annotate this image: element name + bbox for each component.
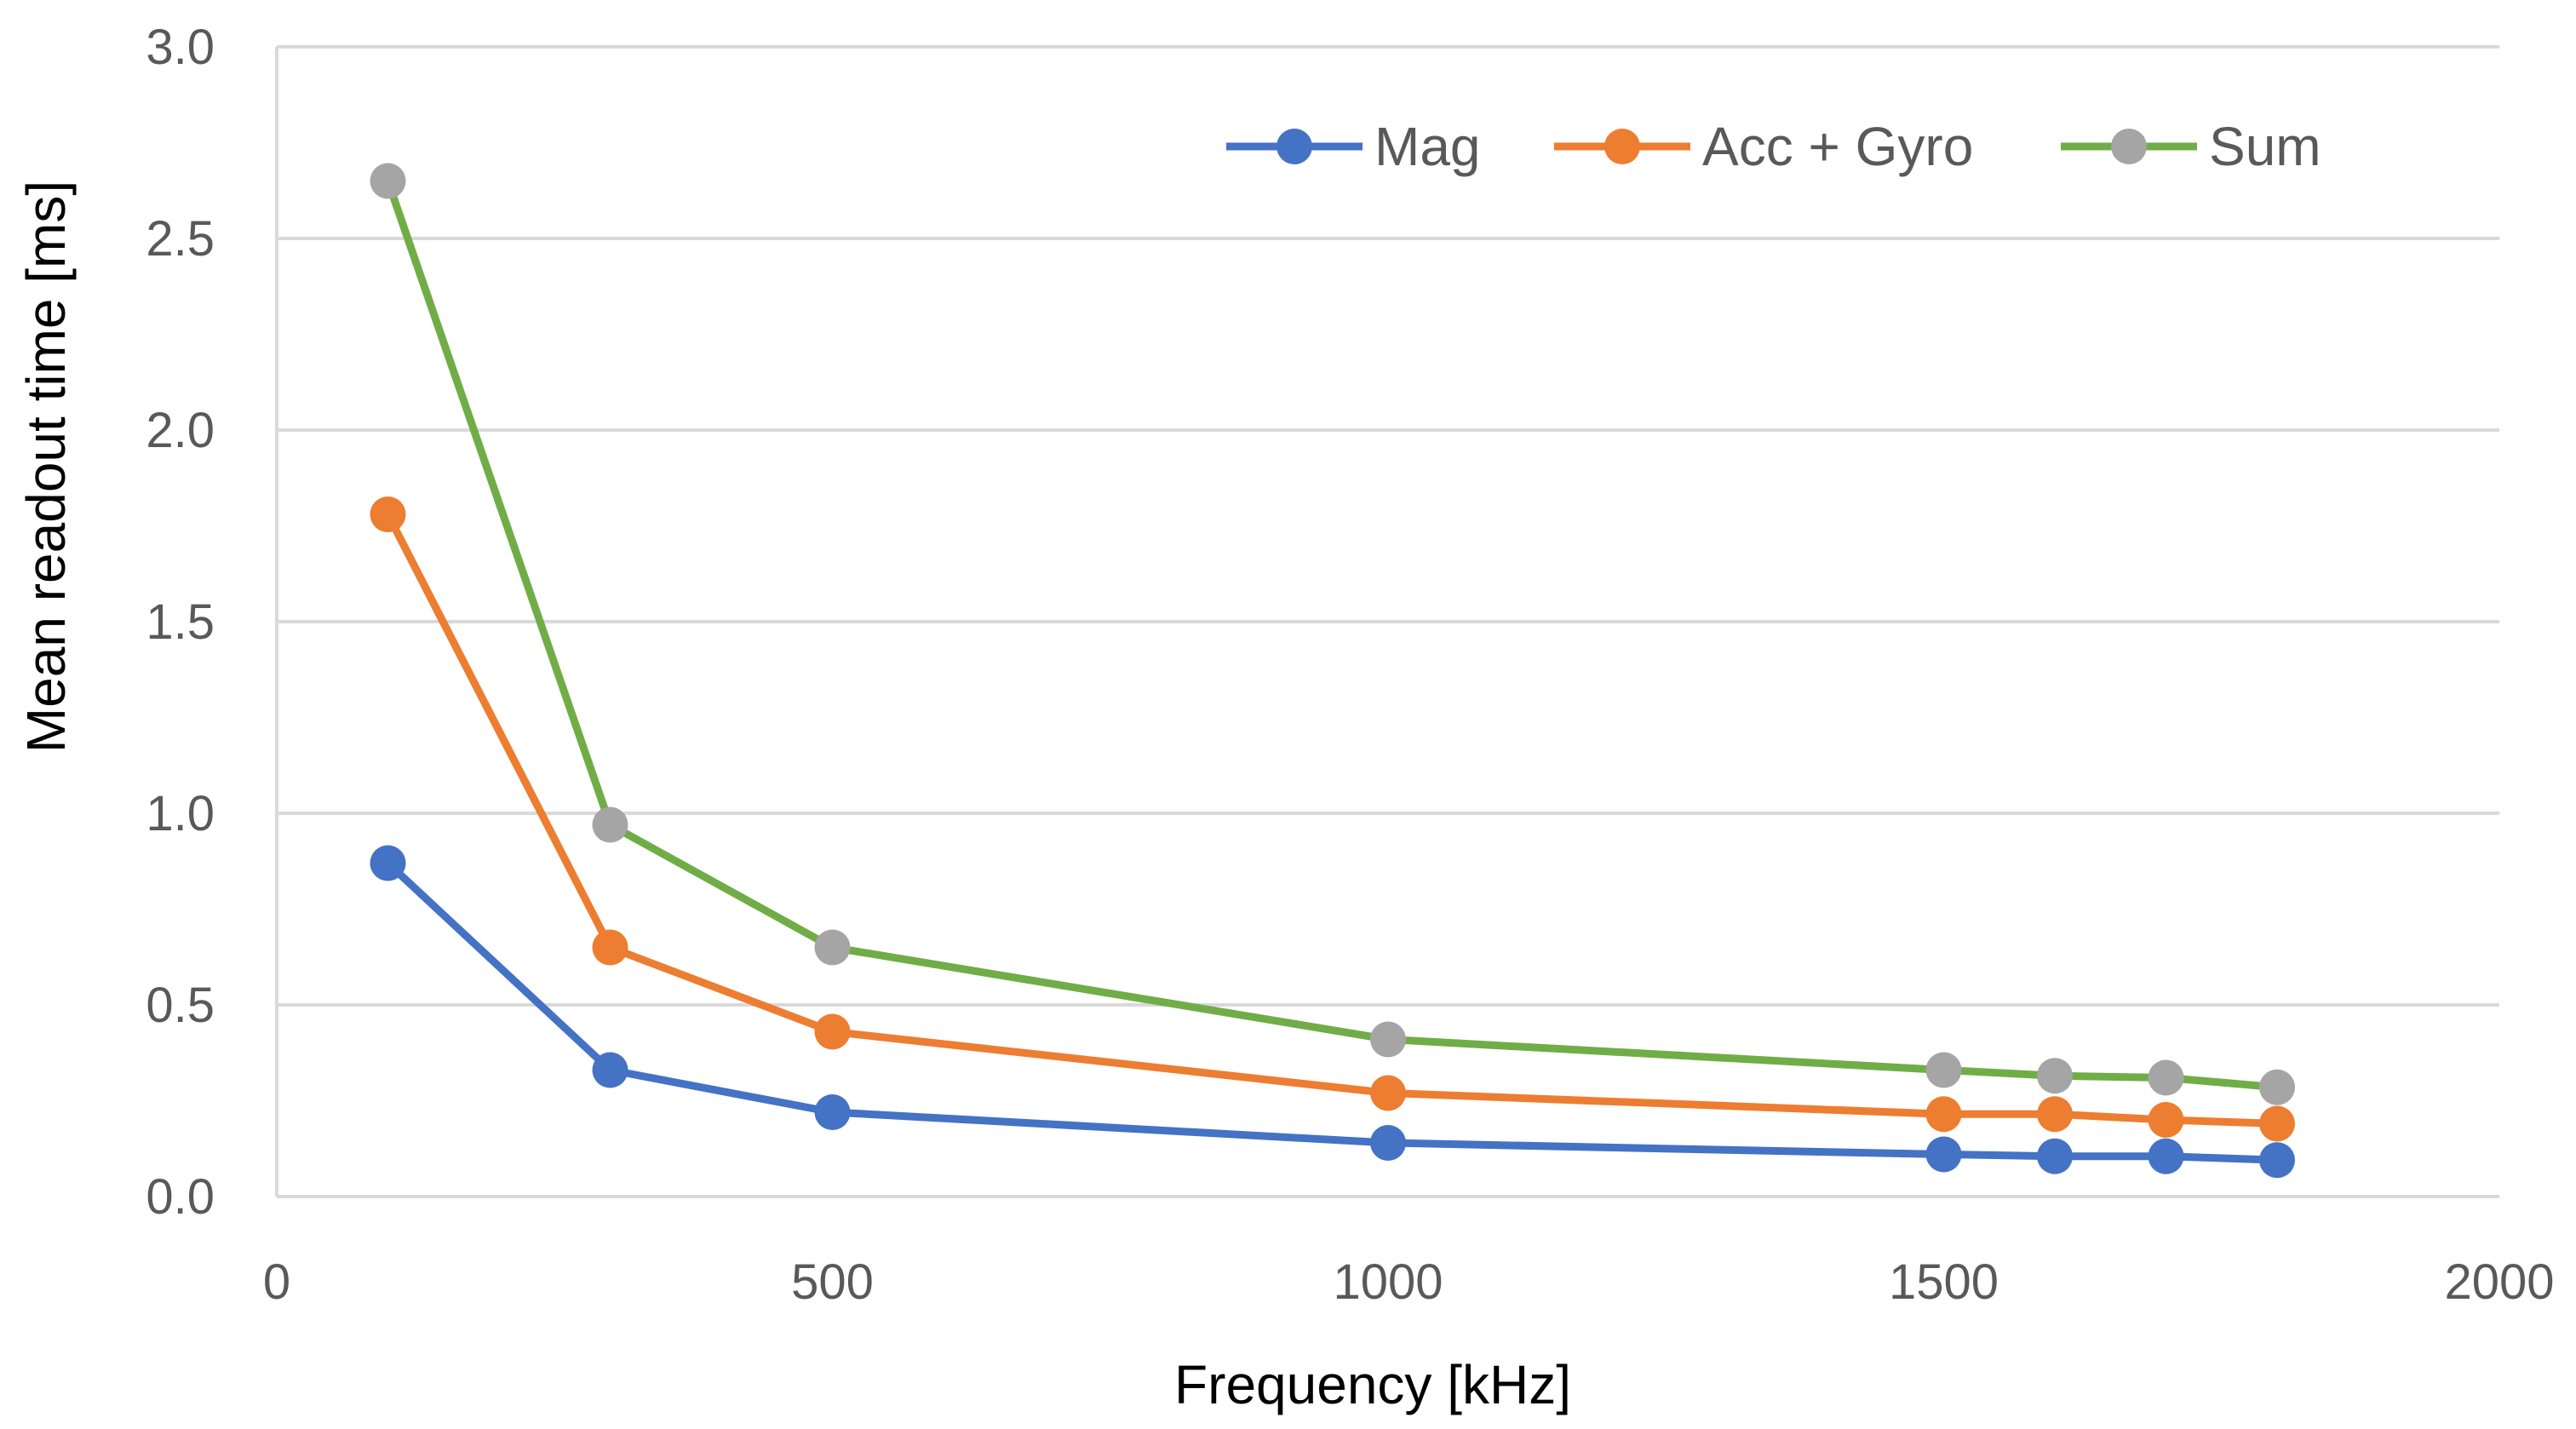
series-acc-gyro [370,496,2295,1142]
tick-labels: 0.0 0.5 1.0 1.5 2.0 2.5 3.0 0 500 1000 1500 2000 [146,20,2554,1310]
y-tick-label: 1.5 [146,594,215,650]
legend-label: Acc + Gyro [1702,116,1973,177]
y-tick-label: 1.0 [146,786,215,841]
legend-label: Mag [1374,116,1481,177]
x-axis-title: Frequency [kHz] [1174,1354,1571,1415]
y-axis-title: Mean readout time [ms] [15,181,77,753]
y-tick-label: 0.5 [146,978,215,1033]
legend-item: Sum [2061,116,2321,177]
legend-item: Acc + Gyro [1554,116,1973,177]
data-point [1925,1136,1962,1173]
x-tick-label: 500 [791,1254,874,1310]
legend-marker [2111,129,2147,164]
data-point [1370,1075,1406,1111]
x-tick-label: 1500 [1889,1254,1999,1310]
data-point [2259,1105,2295,1142]
data-point [592,1052,628,1088]
data-point [370,163,406,199]
data-point [1370,1125,1406,1161]
data-point [2148,1059,2184,1096]
legend-item: Mag [1226,116,1481,177]
data-point [2259,1069,2295,1105]
x-tick-label: 2000 [2444,1254,2554,1310]
data-point [370,845,406,881]
data-point [814,1094,851,1130]
data-point [1925,1096,1962,1133]
data-point [2037,1058,2073,1094]
series-sum [370,163,2295,1105]
legend-marker [1604,129,1640,164]
legend-label: Sum [2209,116,2321,177]
y-tick-label: 2.5 [146,211,215,267]
series [370,163,2295,1179]
data-point [2148,1102,2184,1138]
series-line [384,510,2281,1128]
data-point [370,496,406,532]
data-point [2259,1142,2295,1179]
gridlines [277,45,2499,1007]
y-tick-label: 0.0 [146,1169,215,1225]
data-point [592,806,628,843]
legend: Mag Acc + Gyro Sum [1226,116,2321,177]
y-tick-label: 3.0 [146,20,215,75]
x-tick-label: 0 [263,1254,290,1310]
series-mag [370,845,2295,1179]
data-point [2037,1096,2073,1133]
data-point [2148,1138,2184,1174]
series-line [384,859,2281,1164]
legend-marker [1277,129,1312,164]
data-point [814,929,851,966]
y-tick-label: 2.0 [146,403,215,458]
data-point [2037,1138,2073,1174]
axes [275,47,2499,1198]
data-point [592,929,628,966]
data-point [814,1013,851,1050]
data-point [1925,1052,1962,1088]
x-tick-label: 1000 [1333,1254,1443,1310]
data-point [1370,1021,1406,1058]
series-line [384,177,2281,1092]
